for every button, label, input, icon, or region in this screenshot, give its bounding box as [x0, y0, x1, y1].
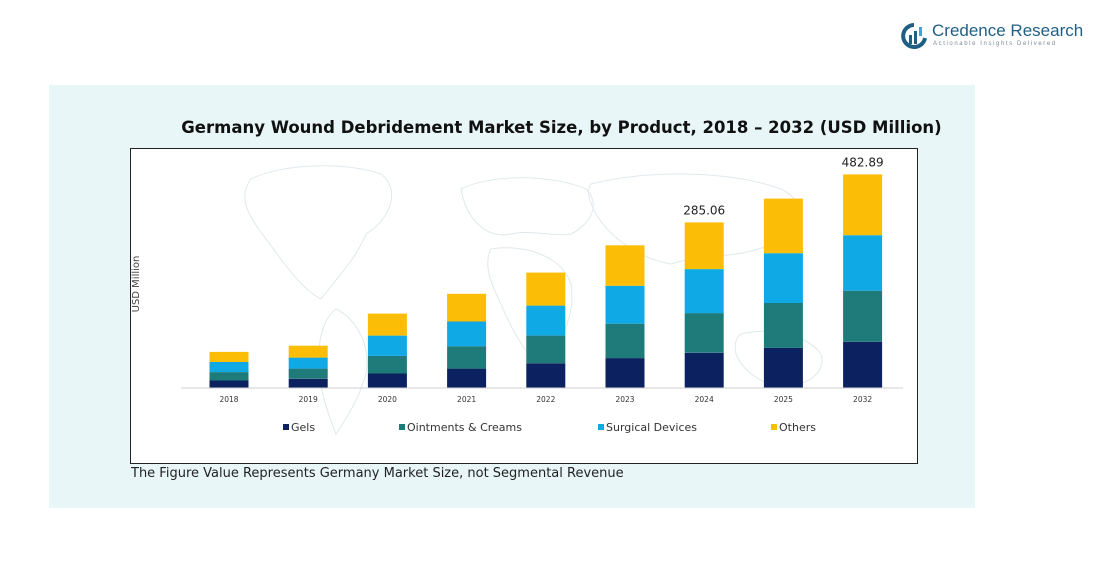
brand-tagline: Actionable Insights Delivered [933, 41, 1057, 47]
bar-2023-surgical-devices [605, 285, 645, 324]
bar-2022-surgical-devices [526, 305, 566, 336]
legend-label: Gels [291, 421, 315, 434]
bar-2020-others [367, 313, 407, 336]
bar-2025-ointments-creams [763, 303, 803, 348]
x-tick-label: 2018 [219, 395, 238, 404]
bar-2021-surgical-devices [447, 321, 487, 347]
bar-2024-ointments-creams [684, 313, 724, 353]
chart-title: Germany Wound Debridement Market Size, b… [181, 118, 942, 137]
chart-panel: Germany Wound Debridement Market Size, b… [49, 85, 975, 508]
brand-name: Credence Research [932, 21, 1084, 40]
bar-2022-ointments-creams [526, 335, 566, 364]
bar-2020-ointments-creams [367, 355, 407, 374]
bar-2019-others [288, 345, 328, 358]
legend-swatch [399, 424, 405, 430]
x-tick-label: 2032 [853, 395, 872, 404]
bar-2024-gels [684, 352, 724, 388]
x-tick-label: 2023 [615, 395, 634, 404]
bar-2032-ointments-creams [843, 290, 883, 342]
bar-2032-surgical-devices [843, 235, 883, 291]
brand-logo: Credence Research Actionable Insights De… [900, 20, 1090, 54]
bar-2025-gels [763, 347, 803, 388]
x-tick-label: 2019 [299, 395, 318, 404]
data-label-2024: 285.06 [683, 203, 725, 217]
bar-2025-others [763, 198, 803, 254]
legend-item-gels: Gels [283, 421, 315, 434]
x-tick-label: 2024 [695, 395, 714, 404]
bar-2023-ointments-creams [605, 323, 645, 359]
legend-swatch [283, 424, 289, 430]
legend-label: Others [779, 421, 816, 434]
bar-2020-surgical-devices [367, 335, 407, 356]
bars-layer [209, 174, 883, 388]
bar-2020-gels [367, 373, 407, 388]
x-tick-label: 2021 [457, 395, 476, 404]
bar-2023-others [605, 245, 645, 286]
bar-2023-gels [605, 358, 645, 388]
bar-2018-gels [209, 380, 249, 388]
bar-2018-ointments-creams [209, 372, 249, 381]
chart-svg: 2018 2019 2020 2021 2022 2023 2024 2025 2032 285… [181, 155, 903, 436]
legend-item-ointments-creams: Ointments & Creams [399, 421, 522, 434]
x-tick-label: 2025 [774, 395, 793, 404]
data-label-2032: 482.89 [842, 155, 884, 169]
footnote: The Figure Value Represents Germany Mark… [131, 466, 624, 481]
credence-logo-icon [901, 23, 927, 49]
legend-swatch [771, 424, 777, 430]
legend: Gels Ointments & Creams Surgical Devices Ot… [283, 421, 816, 434]
legend-label: Ointments & Creams [407, 421, 522, 434]
bar-2019-gels [288, 378, 328, 388]
bar-2018-others [209, 351, 249, 362]
bar-2018-surgical-devices [209, 362, 249, 373]
legend-item-surgical-devices: Surgical Devices [598, 421, 697, 434]
bar-2021-others [447, 293, 487, 322]
bar-2024-surgical-devices [684, 269, 724, 314]
bar-2021-gels [447, 368, 487, 388]
y-axis-label: USD Million [131, 255, 142, 313]
bar-2022-others [526, 272, 566, 306]
legend-swatch [598, 424, 604, 430]
bar-2022-gels [526, 363, 566, 388]
legend-label: Surgical Devices [606, 421, 697, 434]
x-tick-label: 2020 [378, 395, 397, 404]
data-labels: 285.06 482.89 [683, 155, 883, 217]
bar-2025-surgical-devices [763, 253, 803, 303]
x-tick-label: 2022 [536, 395, 555, 404]
x-tick-labels: 2018 2019 2020 2021 2022 2023 2024 2025 2032 [219, 395, 872, 404]
legend-item-others: Others [771, 421, 816, 434]
bar-2032-others [843, 174, 883, 236]
bar-2021-ointments-creams [447, 346, 487, 369]
bar-2032-gels [843, 341, 883, 388]
bar-2024-others [684, 222, 724, 270]
plot-area: 2018 2019 2020 2021 2022 2023 2024 2025 2032 285… [130, 148, 918, 464]
bar-2019-ointments-creams [288, 368, 328, 379]
bar-2019-surgical-devices [288, 357, 328, 369]
